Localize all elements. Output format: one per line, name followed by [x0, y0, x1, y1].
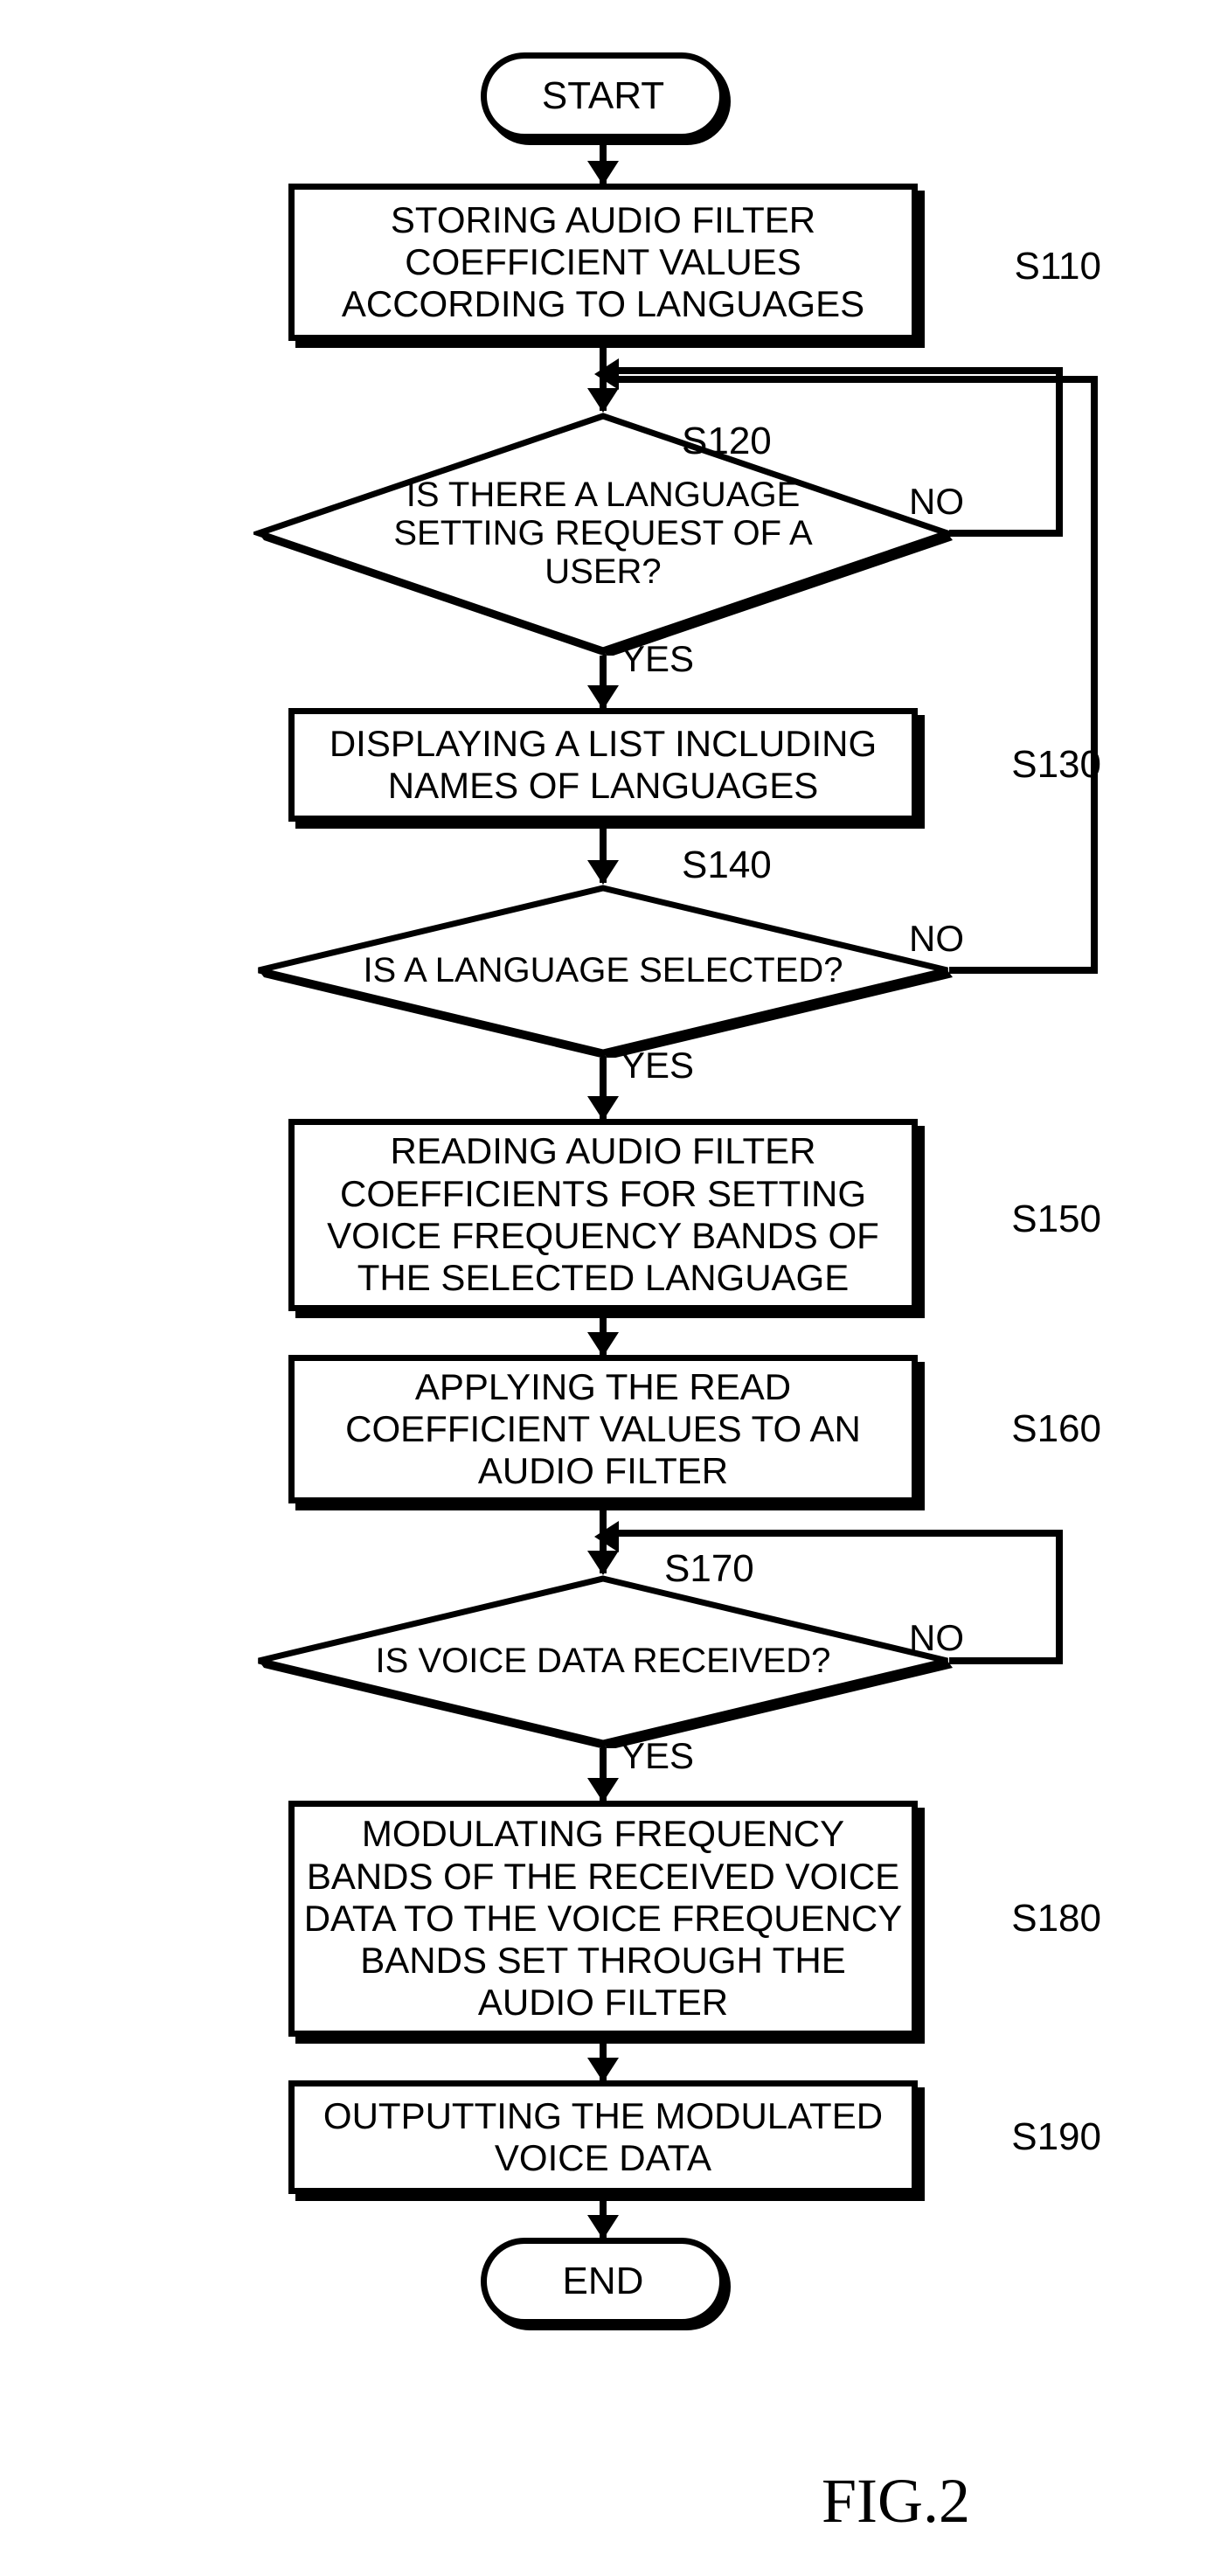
connector [1091, 376, 1098, 974]
connector [1056, 1530, 1063, 1664]
process-s160: APPLYING THE READ COEFFICIENT VALUES TO … [288, 1355, 918, 1503]
s150-text: READING AUDIO FILTER COEFFICIENTS FOR SE… [303, 1130, 903, 1299]
arrow [600, 1748, 607, 1801]
connector [949, 967, 1098, 974]
arrow [600, 2037, 607, 2080]
end-label: END [563, 2260, 644, 2303]
decision-s170: IS VOICE DATA RECEIVED? [253, 1573, 953, 1748]
process-s150: READING AUDIO FILTER COEFFICIENTS FOR SE… [288, 1119, 918, 1311]
no-label-s120: NO [909, 481, 964, 523]
decision-s120: IS THERE A LANGUAGE SETTING REQUEST OF A… [253, 411, 953, 656]
yes-label-s120: YES [621, 638, 694, 680]
s150-label: S150 [1011, 1198, 1101, 1241]
s130-text: DISPLAYING A LIST INCLUDING NAMES OF LAN… [303, 723, 903, 808]
connector [612, 1530, 1063, 1537]
decision-s140: IS A LANGUAGE SELECTED? [253, 883, 953, 1058]
s160-label: S160 [1011, 1407, 1101, 1451]
s190-label: S190 [1011, 2115, 1101, 2159]
s130-label: S130 [1011, 743, 1101, 787]
s140-text: IS A LANGUAGE SELECTED? [363, 951, 843, 989]
process-s130: DISPLAYING A LIST INCLUDING NAMES OF LAN… [288, 708, 918, 822]
process-s190: OUTPUTTING THE MODULATED VOICE DATA [288, 2080, 918, 2194]
arrow [600, 1311, 607, 1355]
arrow [600, 140, 607, 184]
arrow [600, 656, 607, 708]
arrow [600, 822, 607, 883]
arrowhead [594, 358, 619, 390]
arrow [600, 2194, 607, 2238]
start-terminator: START [481, 52, 725, 140]
s120-label: S120 [682, 420, 772, 463]
no-label-s140: NO [909, 918, 964, 960]
s170-label: S170 [664, 1547, 754, 1591]
s120-text: IS THERE A LANGUAGE SETTING REQUEST OF A… [350, 476, 857, 591]
yes-label-s140: YES [621, 1045, 694, 1087]
process-s110: STORING AUDIO FILTER COEFFICIENT VALUES … [288, 184, 918, 341]
connector [949, 530, 1063, 537]
connector [1056, 367, 1063, 537]
s190-text: OUTPUTTING THE MODULATED VOICE DATA [303, 2095, 903, 2180]
no-label-s170: NO [909, 1617, 964, 1659]
connector [949, 1657, 1063, 1664]
s110-label: S110 [1015, 245, 1102, 288]
s140-label: S140 [682, 844, 772, 887]
process-s180: MODULATING FREQUENCY BANDS OF THE RECEIV… [288, 1801, 918, 2037]
start-label: START [542, 74, 664, 118]
arrowhead [594, 1521, 619, 1552]
figure-label: FIG.2 [822, 2465, 970, 2538]
s110-text: STORING AUDIO FILTER COEFFICIENT VALUES … [303, 199, 903, 326]
connector [612, 376, 1098, 383]
yes-label-s170: YES [621, 1735, 694, 1777]
flowchart-container: START STORING AUDIO FILTER COEFFICIENT V… [122, 52, 1084, 2325]
s160-text: APPLYING THE READ COEFFICIENT VALUES TO … [303, 1366, 903, 1493]
end-terminator: END [481, 2238, 725, 2325]
s180-text: MODULATING FREQUENCY BANDS OF THE RECEIV… [303, 1813, 903, 2024]
s170-text: IS VOICE DATA RECEIVED? [376, 1642, 831, 1680]
arrow [600, 1058, 607, 1119]
connector [612, 367, 1063, 374]
s180-label: S180 [1011, 1897, 1101, 1941]
